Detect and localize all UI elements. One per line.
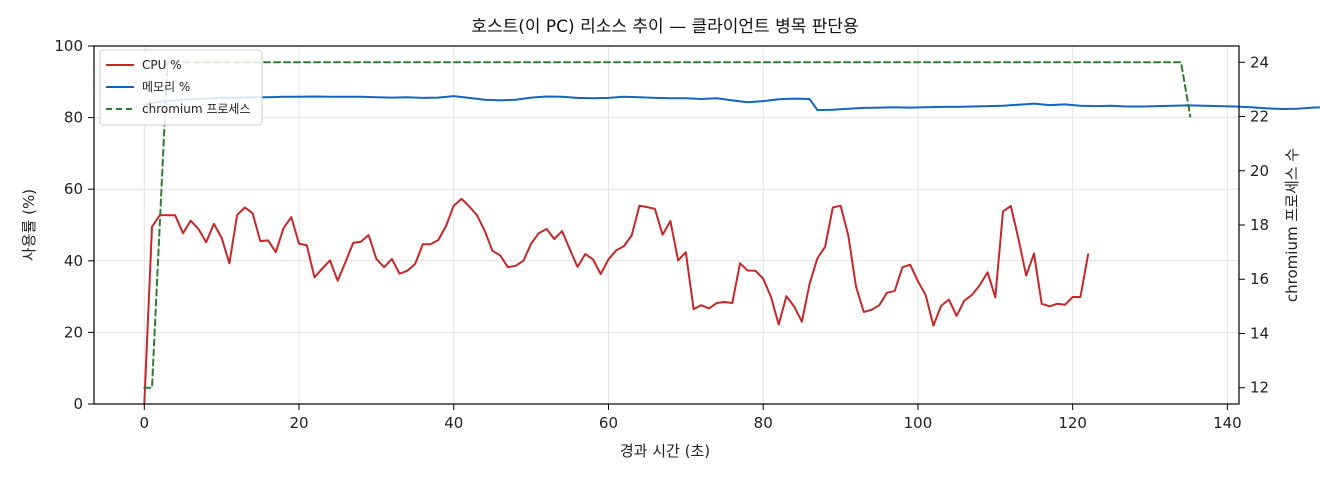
y2-tick-label: 18 [1250,216,1269,234]
x-tick-label: 20 [289,414,308,432]
legend: CPU % 메모리 % chromium 프로세스 [99,49,263,126]
y2-tick-label: 16 [1250,270,1269,288]
x-tick-label: 0 [140,414,150,432]
series-line-1 [143,95,1320,112]
chart-title: 호스트(이 PC) 리소스 추이 — 클라이언트 병목 판단용 [471,17,858,37]
y-tick-label: 20 [64,323,83,341]
y-axis-right: 12 14 16 18 20 22 24 [1239,53,1269,397]
legend-entry-label: 메모리 % [142,80,190,94]
y-tick-label: 40 [64,252,83,270]
legend-box [99,49,263,126]
x-tick-label: 120 [1058,414,1087,432]
y-tick-label: 100 [54,37,83,55]
y-tick-label: 0 [73,395,83,413]
y2-tick-label: 22 [1250,108,1269,126]
series-line-0 [143,197,1090,405]
legend-entry-label: CPU % [142,58,182,72]
y-axis-title: 사용률 (%) [20,189,38,261]
y-tick-label: 60 [64,180,83,198]
y2-tick-label: 14 [1250,324,1269,342]
y2-axis-title: chromium 프로세스 수 [1283,148,1301,302]
y-axis-left: 0 20 40 60 80 100 [54,37,94,413]
y2-tick-label: 20 [1250,162,1269,180]
x-axis-title: 경과 시간 (초) [620,442,710,460]
x-tick-label: 80 [754,414,773,432]
y2-tick-label: 24 [1250,53,1269,71]
x-tick-label: 40 [444,414,463,432]
y2-tick-label: 12 [1250,379,1269,397]
legend-entry-label: chromium 프로세스 [142,102,251,116]
x-tick-label: 100 [904,414,933,432]
x-tick-label: 140 [1213,414,1242,432]
x-tick-label: 60 [599,414,618,432]
y-tick-label: 80 [64,109,83,127]
x-axis: 0 20 40 60 80 100 120 140 [140,404,1242,432]
